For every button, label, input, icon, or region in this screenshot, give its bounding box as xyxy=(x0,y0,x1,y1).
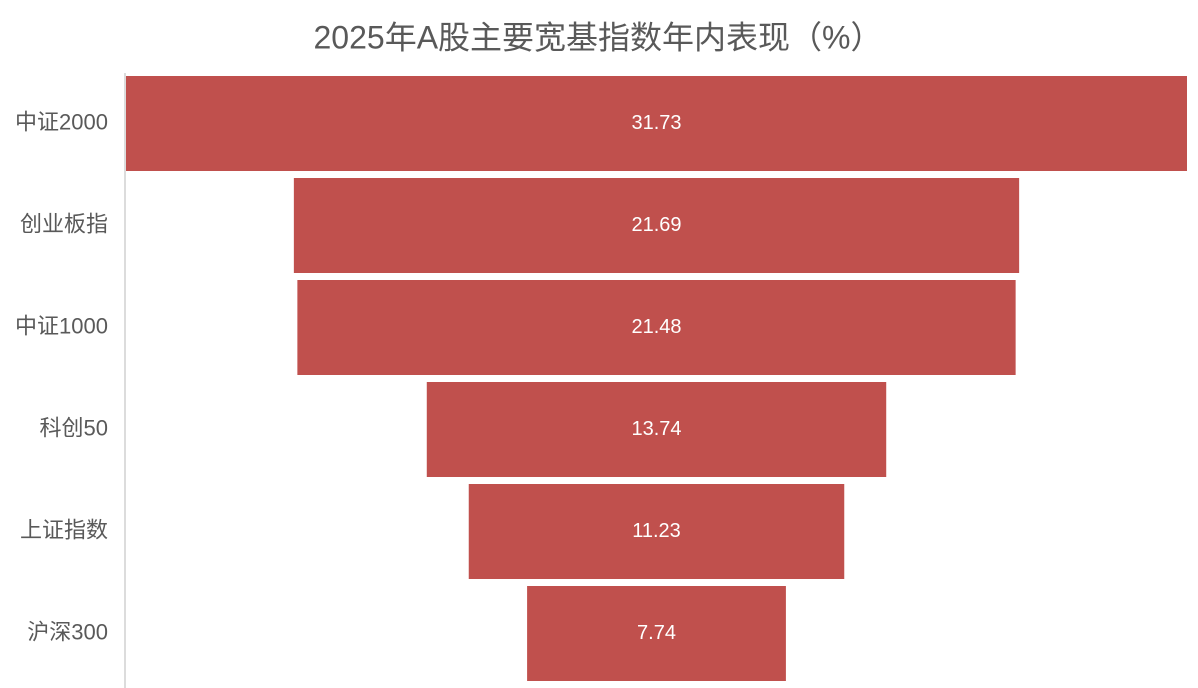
funnel-bar xyxy=(468,484,845,579)
funnel-bar xyxy=(297,280,1016,375)
category-label: 科创50 xyxy=(40,415,108,440)
funnel-bar xyxy=(293,178,1020,273)
data-label: 21.69 xyxy=(631,214,681,236)
funnel-bar xyxy=(126,76,1187,171)
data-label: 11.23 xyxy=(632,520,681,542)
funnel-bar xyxy=(527,586,786,681)
chart-title: 2025年A股主要宽基指数年内表现（%） xyxy=(314,19,883,55)
category-label: 创业板指 xyxy=(20,211,108,236)
data-label: 7.74 xyxy=(637,622,676,644)
category-label: 沪深300 xyxy=(27,619,108,644)
data-label: 13.74 xyxy=(631,418,681,440)
category-label: 上证指数 xyxy=(20,517,108,542)
category-label: 中证1000 xyxy=(15,313,108,338)
category-label: 中证2000 xyxy=(15,109,108,134)
funnel-bar xyxy=(426,382,887,477)
data-label: 21.48 xyxy=(631,316,681,338)
data-label: 31.73 xyxy=(631,112,681,134)
